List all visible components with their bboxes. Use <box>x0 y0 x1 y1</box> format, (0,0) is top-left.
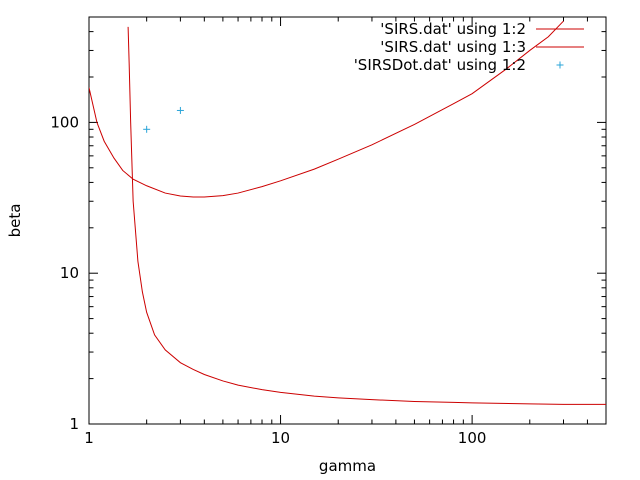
y-axis-label: beta <box>6 204 24 238</box>
legend: 'SIRS.dat' using 1:2'SIRS.dat' using 1:3… <box>354 20 584 74</box>
series-line-1 <box>127 26 606 405</box>
series-layer <box>89 20 606 405</box>
x-tick-label: 1 <box>84 429 94 447</box>
axis-ticks <box>88 16 607 425</box>
data-point <box>143 125 151 133</box>
y-tick-label: 1 <box>69 415 79 433</box>
series-line-0 <box>89 20 564 198</box>
plot-frame <box>88 16 607 425</box>
legend-entry-label: 'SIRS.dat' using 1:2 <box>380 20 526 38</box>
data-point <box>176 106 184 114</box>
y-tick-label: 100 <box>50 113 79 131</box>
x-tick-label: 100 <box>458 429 487 447</box>
y-tick-label: 10 <box>60 264 79 282</box>
legend-point-sample <box>556 61 564 69</box>
x-axis-label: gamma <box>319 457 376 475</box>
x-tick-label: 10 <box>271 429 290 447</box>
legend-entry-label: 'SIRS.dat' using 1:3 <box>380 38 526 56</box>
legend-entry-label: 'SIRSDot.dat' using 1:2 <box>354 56 526 74</box>
